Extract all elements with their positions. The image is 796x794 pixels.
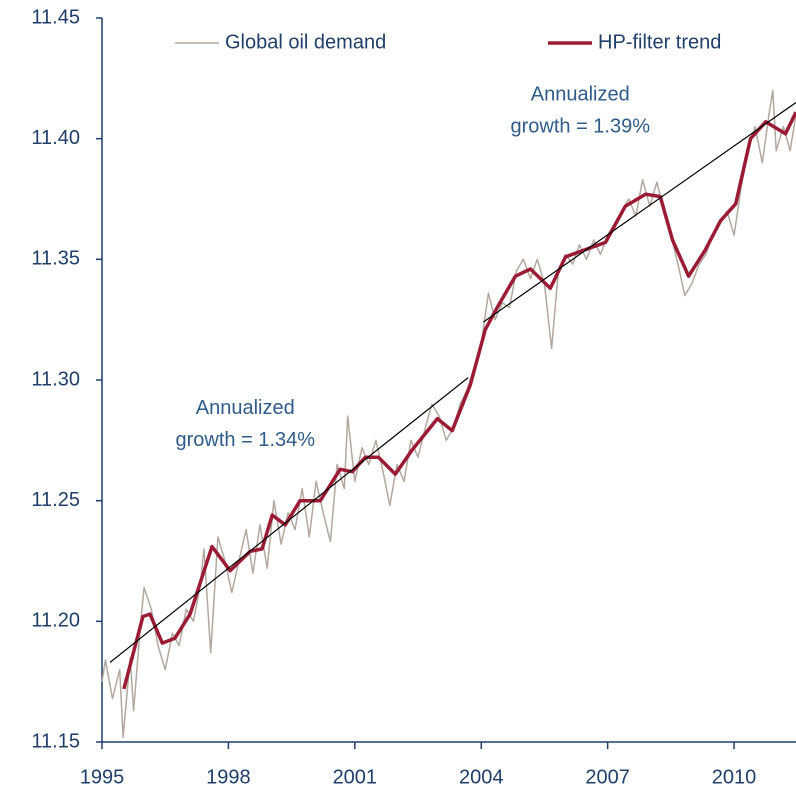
annotation: Annualized: [196, 397, 295, 419]
x-tick-label: 2007: [585, 766, 630, 788]
series-line: [122, 111, 796, 690]
y-tick-label: 11.45: [31, 6, 80, 28]
x-tick-label: 1995: [80, 766, 125, 788]
x-tick-label: 2004: [459, 766, 504, 788]
legend-label: Global oil demand: [225, 31, 386, 53]
x-tick-label: 2001: [333, 766, 378, 788]
x-tick-label: 2010: [712, 766, 757, 788]
series-line: [482, 102, 796, 323]
y-tick-label: 11.40: [31, 127, 80, 149]
y-tick-label: 11.35: [31, 248, 80, 270]
series-line: [109, 377, 469, 663]
annotation: Annualized: [531, 84, 630, 106]
legend-label: HP-filter trend: [598, 31, 721, 53]
x-tick-label: 1998: [206, 766, 251, 788]
annotation: growth = 1.34%: [176, 429, 316, 451]
y-tick-label: 11.30: [31, 368, 80, 390]
y-tick-label: 11.25: [31, 489, 80, 511]
y-tick-label: 11.20: [31, 610, 80, 632]
annotation: growth = 1.39%: [510, 116, 650, 138]
y-tick-label: 11.15: [31, 730, 80, 752]
